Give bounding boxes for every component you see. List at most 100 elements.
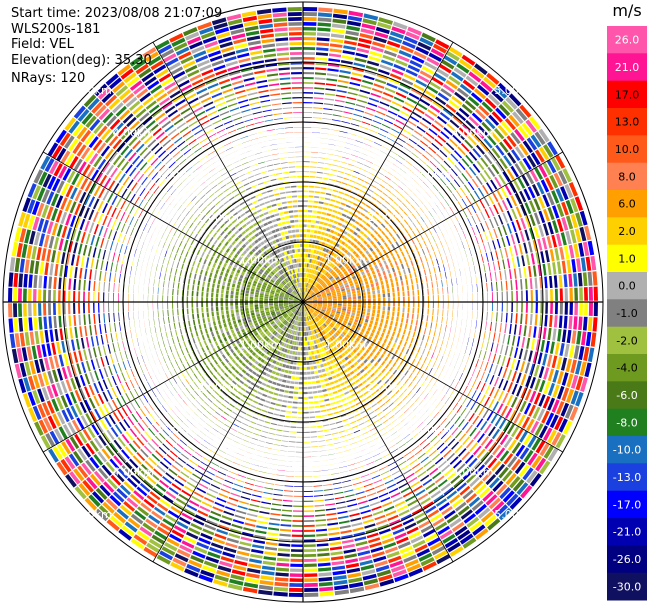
velocity-gate xyxy=(258,584,274,591)
velocity-gate xyxy=(436,205,441,212)
velocity-gate xyxy=(334,339,339,344)
velocity-gate xyxy=(499,248,504,259)
velocity-gate xyxy=(322,307,327,310)
velocity-gate xyxy=(458,107,470,118)
velocity-gate xyxy=(304,292,307,298)
velocity-gate xyxy=(399,168,407,174)
velocity-gate xyxy=(325,382,330,387)
velocity-gate xyxy=(547,447,559,462)
velocity-gate xyxy=(329,240,334,244)
velocity-gate xyxy=(224,358,230,363)
velocity-gate xyxy=(296,436,303,438)
velocity-gate xyxy=(162,518,175,528)
velocity-gate xyxy=(476,380,482,390)
velocity-gate xyxy=(382,293,386,298)
velocity-gate xyxy=(362,352,368,357)
velocity-gate xyxy=(317,166,324,169)
velocity-gate xyxy=(303,214,308,218)
velocity-gate xyxy=(237,391,244,396)
velocity-gate xyxy=(340,340,345,346)
velocity-gate xyxy=(326,443,334,446)
velocity-gate xyxy=(287,317,292,322)
velocity-gate xyxy=(418,242,423,249)
velocity-gate xyxy=(350,285,355,289)
velocity-gate xyxy=(479,233,484,243)
velocity-gate xyxy=(582,241,590,257)
velocity-gate xyxy=(335,451,344,454)
velocity-gate xyxy=(327,297,332,300)
velocity-gate xyxy=(333,282,338,286)
velocity-gate xyxy=(321,128,330,130)
velocity-gate xyxy=(305,311,308,316)
velocity-gate xyxy=(221,445,229,449)
velocity-gate xyxy=(307,300,313,302)
velocity-gate xyxy=(504,247,509,258)
velocity-gate xyxy=(380,237,386,243)
velocity-gate xyxy=(125,431,134,441)
velocity-gate xyxy=(331,328,336,333)
velocity-gate xyxy=(228,449,236,453)
velocity-gate xyxy=(202,565,217,574)
velocity-gate xyxy=(189,477,199,484)
velocity-gate xyxy=(547,429,557,444)
velocity-gate xyxy=(475,359,479,368)
velocity-gate xyxy=(305,273,308,278)
velocity-gate xyxy=(394,422,401,428)
velocity-gate xyxy=(402,202,408,208)
velocity-gate xyxy=(306,273,309,278)
velocity-gate xyxy=(353,62,366,68)
velocity-gate xyxy=(445,209,450,217)
velocity-gate xyxy=(557,385,565,400)
velocity-gate xyxy=(205,372,210,379)
velocity-gate xyxy=(443,174,451,183)
velocity-gate xyxy=(193,381,199,388)
velocity-gate xyxy=(231,373,237,378)
velocity-gate xyxy=(346,324,351,329)
velocity-gate xyxy=(329,134,338,136)
velocity-gate xyxy=(342,386,347,391)
velocity-gate xyxy=(393,272,397,277)
velocity-gate xyxy=(337,256,342,261)
velocity-gate xyxy=(278,315,283,320)
velocity-gate xyxy=(368,275,373,281)
velocity-gate xyxy=(247,567,261,574)
velocity-gate xyxy=(361,514,373,520)
velocity-gate xyxy=(316,543,329,547)
velocity-gate xyxy=(425,321,428,328)
velocity-gate xyxy=(251,437,259,441)
velocity-gate xyxy=(257,350,263,355)
velocity-gate xyxy=(201,478,211,485)
velocity-gate xyxy=(413,50,427,60)
velocity-gate xyxy=(362,518,375,524)
velocity-gate xyxy=(315,186,321,189)
velocity-gate xyxy=(117,436,126,447)
velocity-gate xyxy=(91,424,100,436)
velocity-gate xyxy=(330,288,335,292)
velocity-gate xyxy=(402,518,415,526)
velocity-gate xyxy=(441,212,446,219)
velocity-gate xyxy=(488,426,496,437)
velocity-gate xyxy=(254,428,262,432)
velocity-gate xyxy=(234,407,241,412)
velocity-gate xyxy=(396,286,400,292)
velocity-gate xyxy=(156,554,171,565)
velocity-gate xyxy=(329,219,334,223)
velocity-gate xyxy=(449,236,453,244)
velocity-gate xyxy=(552,262,557,275)
velocity-gate xyxy=(347,299,352,302)
velocity-gate xyxy=(483,454,494,466)
velocity-gate xyxy=(356,247,361,252)
velocity-gate xyxy=(437,302,439,309)
velocity-gate xyxy=(452,286,454,294)
velocity-gate xyxy=(346,289,351,293)
velocity-gate xyxy=(263,318,268,322)
velocity-gate xyxy=(317,230,322,235)
velocity-gate xyxy=(334,237,340,242)
velocity-gate xyxy=(412,290,415,296)
velocity-gate xyxy=(370,358,375,364)
velocity-gate xyxy=(324,287,329,291)
velocity-gate xyxy=(295,326,298,331)
velocity-gate xyxy=(324,98,335,101)
velocity-gate xyxy=(326,273,331,278)
velocity-gate xyxy=(353,368,358,373)
